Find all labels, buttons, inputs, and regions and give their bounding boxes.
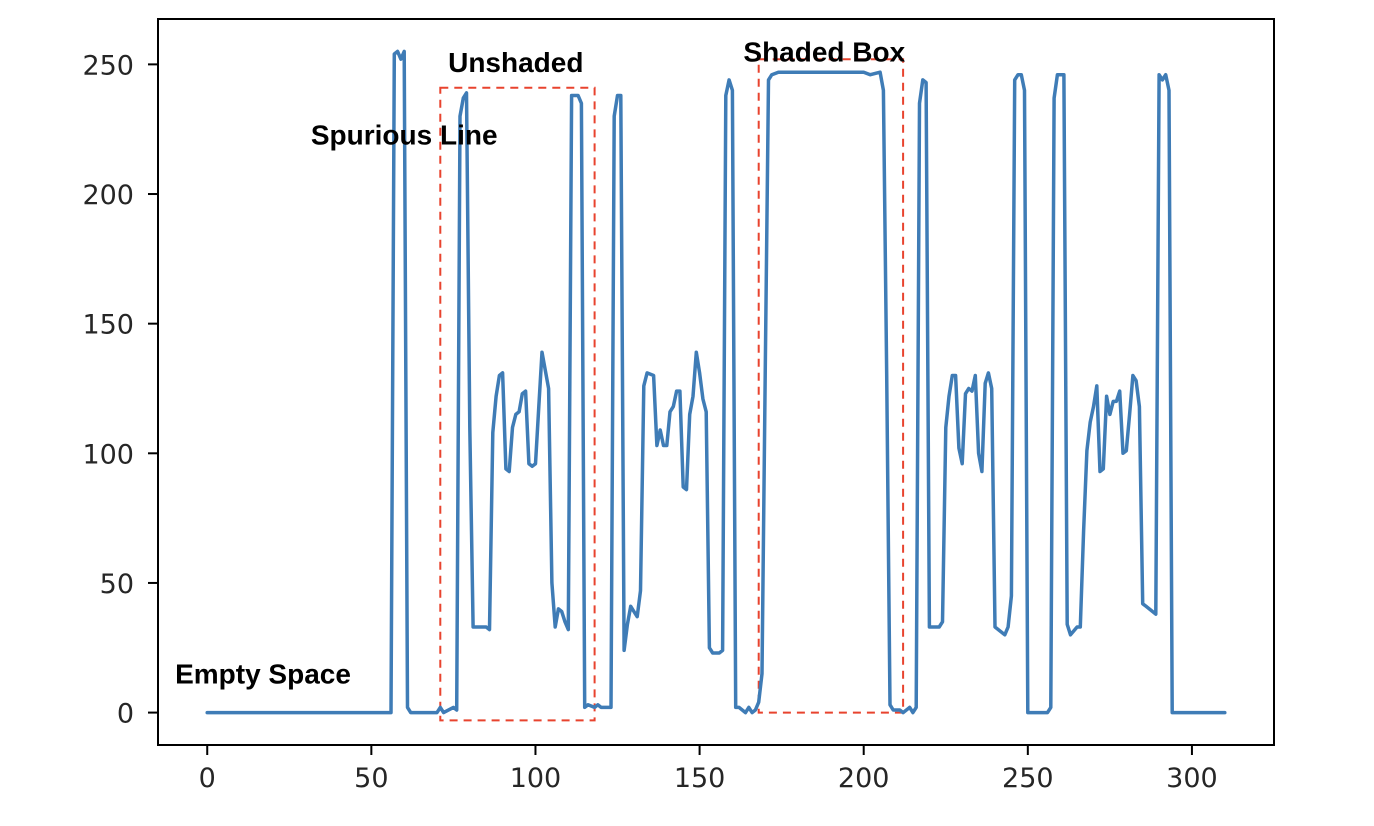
- x-tick-label: 100: [510, 763, 562, 794]
- y-tick-label: 150: [82, 310, 134, 341]
- y-tick-label: 0: [117, 699, 134, 730]
- x-tick-label: 150: [674, 763, 726, 794]
- x-tick-label: 0: [199, 763, 216, 794]
- x-tick-label: 200: [838, 763, 890, 794]
- plot-frame: [157, 18, 1275, 746]
- annotations: Spurious Line Unshaded Shaded Box Empty Spa…: [175, 36, 906, 689]
- y-axis: 0 50 100 150 200 250: [82, 50, 158, 730]
- series-line-0: [205, 49, 1227, 715]
- annotation-label-0: Spurious Line: [311, 119, 498, 150]
- annotation-label-3: Empty Space: [175, 659, 351, 690]
- annotation-box-1: [757, 58, 905, 714]
- x-tick-label: 250: [1002, 763, 1054, 794]
- y-tick-label: 100: [82, 439, 134, 470]
- x-axis: 0 50 100 150 200 250 300: [199, 745, 1218, 794]
- annotation-boxes: [439, 58, 905, 722]
- y-tick-label: 50: [100, 569, 134, 600]
- annotation-label-1: Unshaded: [448, 47, 583, 78]
- y-tick-label: 250: [82, 50, 134, 81]
- annotation-box-0: [439, 86, 596, 722]
- plot-area: [158, 19, 1274, 745]
- y-tick-label: 200: [82, 180, 134, 211]
- annotation-label-2: Shaded Box: [743, 36, 905, 67]
- series-layer: [205, 49, 1227, 715]
- x-tick-label: 300: [1166, 763, 1218, 794]
- x-tick-label: 50: [354, 763, 388, 794]
